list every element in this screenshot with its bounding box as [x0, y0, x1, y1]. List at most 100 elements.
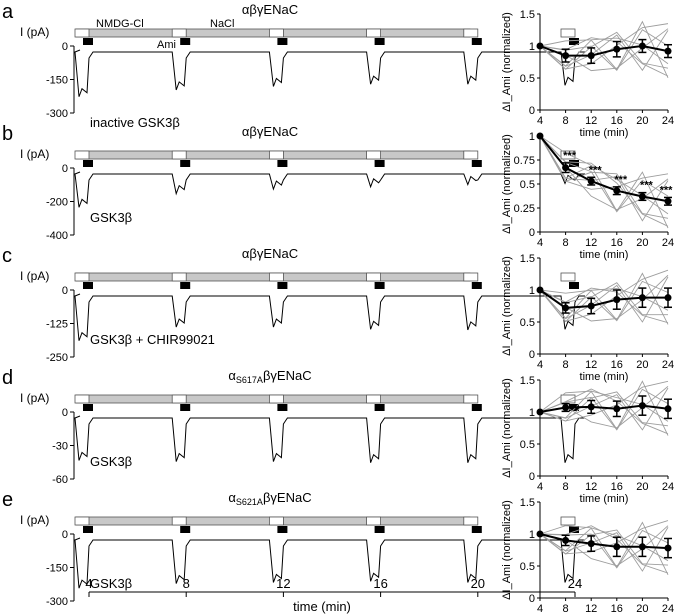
panel-letter-d: d	[2, 367, 13, 389]
amiloride-marker	[180, 38, 191, 45]
mean-point	[536, 42, 544, 50]
individual-trace	[539, 525, 669, 562]
significance-mark: ***	[589, 164, 603, 176]
individual-trace	[539, 520, 669, 555]
mean-point	[664, 405, 672, 413]
time-tick-label: 20	[471, 576, 485, 591]
chart-x-tick-label: 12	[585, 115, 597, 127]
chart-y-tick-label: 1.5	[520, 497, 535, 509]
amiloride-marker	[277, 160, 288, 167]
current-tick-label: -30	[52, 441, 68, 453]
mean-point	[562, 304, 570, 312]
nmdg-segment	[268, 150, 284, 160]
individual-trace	[539, 135, 669, 190]
amiloride-marker	[374, 160, 385, 167]
chart-x-tick-label: 4	[537, 359, 543, 371]
chart-x-tick-label: 20	[636, 115, 648, 127]
mean-point	[587, 302, 595, 310]
panel-letter-a: a	[2, 1, 14, 23]
individual-trace	[539, 135, 669, 215]
title-sub: S617A	[236, 375, 263, 385]
bar-label-nacl: NaCl	[210, 18, 234, 30]
condition-label-e: GSK3β	[90, 576, 132, 591]
mean-point	[613, 543, 621, 551]
chart-x-tick-label: 24	[662, 115, 674, 127]
individual-trace	[539, 30, 669, 72]
amiloride-marker	[374, 526, 385, 533]
chart-x-label: time (min)	[580, 127, 629, 139]
chart-y-tick-label: 0.5	[520, 317, 535, 329]
mean-point	[638, 402, 646, 410]
nmdg-segment	[268, 272, 284, 282]
panel-d: d αS617AβγENaC I (pA) 0 -30 -60 GSK3β	[2, 367, 585, 486]
chart-x-tick-label: 24	[662, 237, 674, 249]
chart-y-tick-label: 0	[529, 593, 535, 605]
individual-trace	[539, 269, 669, 322]
mean-point	[562, 52, 570, 60]
nmdg-segment	[171, 150, 187, 160]
amiloride-marker	[471, 404, 482, 411]
chart-x-tick-label: 20	[636, 481, 648, 493]
chart-x-tick-label: 4	[537, 481, 543, 493]
significance-mark: ***	[563, 150, 577, 162]
nmdg-segment	[366, 394, 382, 404]
amiloride-marker	[180, 160, 191, 167]
mean-point	[613, 45, 621, 53]
chart-y-tick-label: 0	[529, 105, 535, 117]
current-axis-label: I (pA)	[20, 25, 49, 39]
chart-c: 0 0.5 1 1.5 4 8 12 16 20 24 time (min) ΔI_Ami (norm…	[501, 253, 674, 383]
time-axis-label: time (min)	[293, 599, 351, 614]
chart-y-tick-label: 0.5	[520, 561, 535, 573]
chart-y-tick-label: 1	[529, 407, 535, 419]
nmdg-segment	[171, 272, 187, 282]
chart-x-tick-label: 8	[563, 603, 569, 615]
amiloride-marker	[277, 526, 288, 533]
chart-y-tick-label: 1	[529, 285, 535, 297]
mean-point	[638, 192, 646, 200]
time-tick-label: 8	[183, 576, 190, 591]
current-tick-label: -300	[46, 108, 68, 120]
nmdg-segment	[366, 516, 382, 526]
condition-label-c: GSK3β + CHIR99021	[90, 332, 215, 347]
chart-x-tick-label: 20	[636, 359, 648, 371]
mean-point	[536, 132, 544, 140]
nmdg-segment	[463, 272, 479, 282]
chart-y-tick-label: 0.5	[520, 179, 535, 191]
title-main: α	[228, 368, 236, 383]
individual-trace	[539, 37, 669, 65]
amiloride-marker	[180, 282, 191, 289]
current-tick-label: -60	[52, 474, 68, 486]
chart-x-tick-label: 16	[611, 237, 623, 249]
nmdg-segment	[463, 28, 479, 38]
panel-title-d: αS617AβγENaC	[228, 368, 311, 385]
current-axis-label: I (pA)	[20, 513, 49, 527]
chart-y-label: ΔI_Ami (normalized)	[501, 12, 513, 112]
amiloride-marker	[471, 160, 482, 167]
chart-x-tick-label: 20	[636, 237, 648, 249]
chart-x-tick-label: 8	[563, 359, 569, 371]
title-main: α	[228, 490, 236, 505]
amiloride-marker	[569, 526, 579, 533]
individual-trace	[539, 390, 669, 422]
panel-c: c αβγENaC I (pA) 0 -125 -250 GSK3β + CHIR99021	[2, 245, 585, 364]
amiloride-marker	[277, 38, 288, 45]
chart-y-tick-label: 1	[529, 529, 535, 541]
individual-trace	[539, 380, 669, 422]
current-tick-label: -200	[46, 197, 68, 209]
current-tick-label: -150	[46, 563, 68, 575]
significance-mark: ***	[614, 174, 628, 186]
mean-line	[539, 135, 669, 203]
time-tick-label: 4	[85, 576, 92, 591]
chart-x-tick-label: 16	[611, 481, 623, 493]
individual-trace	[539, 280, 669, 322]
nmdg-segment	[171, 28, 187, 38]
amiloride-marker	[277, 282, 288, 289]
current-tick-label: -250	[46, 352, 68, 364]
condition-label-a: inactive GSK3β	[90, 115, 180, 130]
chart-y-tick-label: 0.5	[520, 73, 535, 85]
nmdg-segment	[560, 150, 576, 160]
